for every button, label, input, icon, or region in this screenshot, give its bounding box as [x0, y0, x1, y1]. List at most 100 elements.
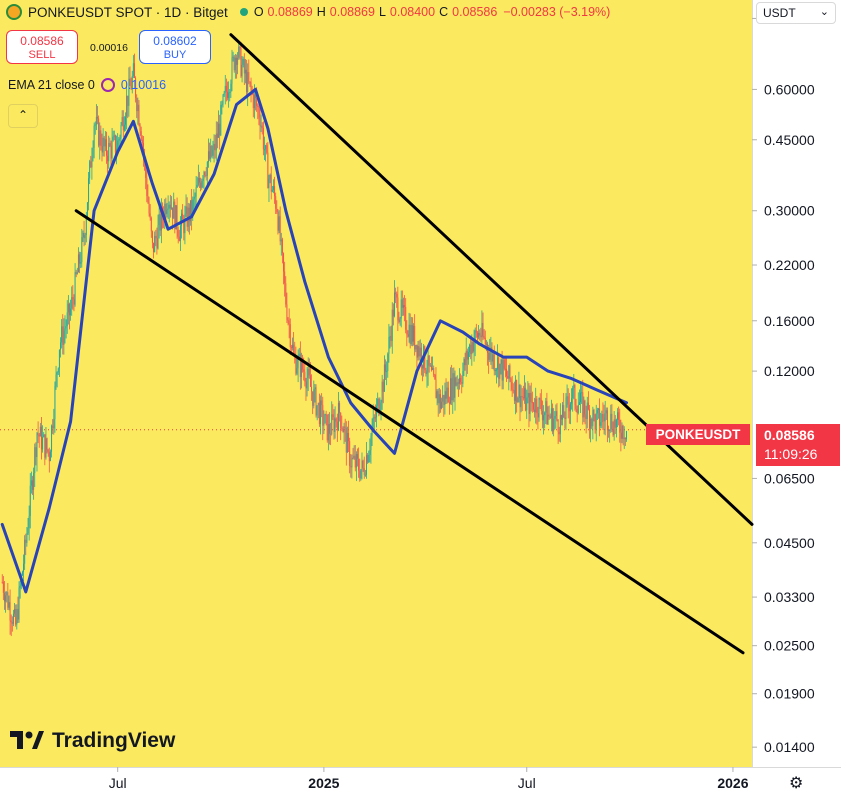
candle-body	[123, 124, 125, 131]
candle-body	[457, 382, 459, 384]
candle-body	[525, 388, 527, 411]
currency-selector[interactable]: USDT ⌄	[756, 2, 836, 24]
candle-body	[21, 571, 23, 576]
candle-body	[518, 384, 520, 398]
last-price-tag: 0.08586 11:09:26	[756, 424, 840, 466]
candle-body	[539, 397, 541, 400]
tradingview-logo[interactable]: TradingView	[10, 729, 175, 753]
candle-body	[26, 533, 28, 543]
candle-body	[583, 400, 585, 418]
y-tick-label: 0.01900	[764, 686, 815, 702]
candle-body	[573, 385, 575, 389]
candle-body	[94, 124, 96, 126]
candle-body	[380, 402, 382, 410]
candle-body	[493, 354, 495, 371]
candle-body	[388, 336, 390, 354]
candle-body	[203, 172, 205, 179]
candle-body	[326, 414, 328, 441]
candle-body	[37, 433, 39, 435]
candle-body	[229, 91, 231, 93]
candle-body	[474, 330, 476, 342]
symbol-title[interactable]: PONKEUSDT SPOT · 1D · Bitget	[28, 4, 228, 20]
price-axis[interactable]	[752, 0, 841, 767]
candle-body	[302, 358, 304, 370]
candle-body	[323, 423, 325, 426]
candle-body	[332, 414, 334, 418]
gear-icon[interactable]: ⚙	[789, 775, 804, 792]
candle-body	[276, 208, 278, 212]
candle-body	[299, 353, 301, 378]
candle-body	[480, 335, 482, 338]
candle-body	[580, 392, 582, 403]
candle-body	[593, 410, 595, 415]
candle-body	[377, 399, 379, 406]
buy-button[interactable]: 0.08602 BUY	[139, 30, 211, 64]
candle-body	[72, 297, 74, 300]
candle-body	[293, 344, 295, 354]
candle-body	[464, 358, 466, 366]
collapse-legend-button[interactable]: ⌃	[8, 104, 38, 128]
candle-body	[350, 465, 352, 468]
candle-body	[441, 401, 443, 409]
candle-body	[298, 353, 300, 357]
candle-body	[55, 374, 57, 387]
candle-body	[455, 377, 457, 386]
candle-body	[237, 57, 239, 65]
candle-body	[196, 184, 198, 188]
candle-body	[488, 352, 490, 360]
candle-body	[95, 116, 97, 125]
candle-body	[175, 205, 177, 230]
candle-body	[190, 200, 192, 222]
candle-body	[562, 405, 564, 420]
candle-body	[119, 137, 121, 140]
candle-body	[359, 470, 361, 479]
candle-body	[353, 455, 355, 458]
candle-body	[256, 97, 258, 106]
candle-body	[467, 352, 469, 360]
candle-body	[325, 414, 327, 416]
candle-body	[92, 147, 94, 158]
ema-legend[interactable]: EMA 21 close 0 0.10016	[8, 78, 166, 92]
candle-body	[117, 140, 119, 149]
candle-body	[560, 415, 562, 420]
candle-body	[14, 609, 16, 614]
symbol-header: PONKEUSDT SPOT · 1D · Bitget O 0.08869 H 0.…	[6, 4, 610, 20]
candle-body	[262, 128, 264, 150]
candle-body	[484, 337, 486, 345]
candle-body	[86, 202, 88, 218]
candle-body	[498, 357, 500, 379]
candle-body	[260, 125, 262, 127]
candle-body	[207, 151, 209, 163]
candle-body	[83, 232, 85, 239]
candle-body	[620, 432, 622, 439]
candle-body	[177, 229, 179, 237]
candle-body	[358, 458, 360, 471]
candle-body	[312, 391, 314, 406]
candle-body	[154, 235, 156, 253]
candle-body	[151, 231, 153, 243]
bar-countdown: 11:09:26	[764, 446, 818, 462]
y-tick-label: 0.12000	[764, 363, 815, 379]
candle-body	[88, 178, 90, 203]
candle-body	[128, 78, 130, 106]
candle-body	[506, 368, 508, 376]
candle-body	[15, 609, 17, 625]
candle-body	[413, 325, 415, 342]
candle-body	[604, 413, 606, 422]
candle-body	[613, 419, 615, 436]
candle-body	[186, 206, 188, 227]
candle-body	[587, 402, 589, 410]
candle-body	[401, 299, 403, 308]
symbol-price-tag: PONKEUSDT	[646, 424, 750, 445]
candle-body	[49, 451, 51, 462]
candle-body	[400, 299, 402, 319]
sell-button[interactable]: 0.08586 SELL	[6, 30, 78, 64]
time-axis[interactable]	[0, 767, 841, 798]
candle-body	[578, 402, 580, 406]
candle-body	[90, 161, 92, 168]
candle-body	[555, 411, 557, 416]
candle-body	[463, 358, 465, 372]
candle-body	[63, 330, 65, 345]
candle-body	[281, 239, 283, 254]
candle-body	[556, 411, 558, 421]
